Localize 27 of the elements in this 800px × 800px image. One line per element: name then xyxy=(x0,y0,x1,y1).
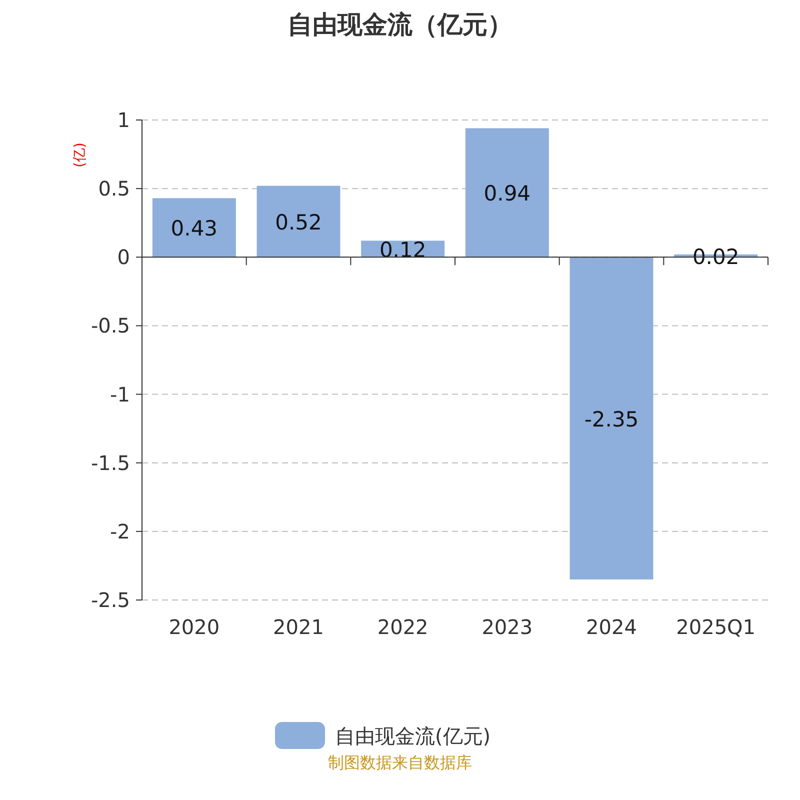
text: 制图数据来自数据库 xyxy=(328,753,472,772)
x-tick-label: 2025Q1 xyxy=(676,615,756,639)
data-label: 0.52 xyxy=(275,210,322,234)
bar xyxy=(570,257,654,580)
y-tick-label: 1 xyxy=(117,108,130,132)
legend-label: 自由现金流(亿元) xyxy=(335,724,491,748)
bar xyxy=(152,198,236,258)
bar xyxy=(256,186,340,258)
y-axis-title: (亿) xyxy=(72,142,88,168)
x-tick-label: 2021 xyxy=(273,615,324,639)
y-tick-label: -1.5 xyxy=(90,450,130,475)
y-tick-label: -2.5 xyxy=(90,588,130,612)
y-tick-label: -0.5 xyxy=(90,314,130,338)
x-tick-label: 2022 xyxy=(377,615,428,639)
x-tick-label: 2024 xyxy=(586,615,637,639)
data-label: 0.94 xyxy=(484,182,531,206)
x-tick-label: 2020 xyxy=(168,615,220,639)
chart-title: 自由现金流（亿元） xyxy=(288,10,512,39)
x-tick-label: 2023 xyxy=(482,615,533,639)
bar xyxy=(465,128,549,258)
data-label: 0.12 xyxy=(379,238,426,262)
y-tick-label: 0.5 xyxy=(98,176,130,201)
y-tick-label: -2 xyxy=(110,519,130,544)
data-label: 0.43 xyxy=(170,216,218,241)
y-tick-label: -1 xyxy=(110,382,130,406)
y-tick-label: 0 xyxy=(117,245,130,270)
data-label: -2.35 xyxy=(584,407,639,432)
